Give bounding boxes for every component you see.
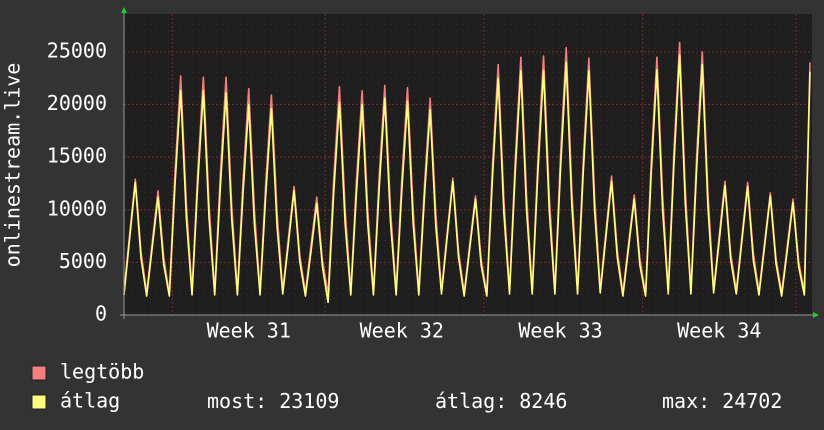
stat-label: max: (662, 389, 710, 413)
legend-swatch (31, 365, 47, 381)
y-tick-label: 0 (95, 302, 107, 326)
stat-value: 23109 (279, 389, 339, 413)
y-axis-title: onlinestream.live (1, 63, 25, 268)
stat-value: 24702 (722, 389, 782, 413)
legend-label: legtöbb (60, 360, 144, 384)
y-tick-label: 20000 (47, 91, 107, 115)
y-tick-label: 25000 (47, 38, 107, 62)
stat-label: átlag: (435, 389, 507, 413)
stat-value: 8246 (519, 389, 567, 413)
series-line (123, 54, 811, 304)
x-tick-label: Week 33 (518, 319, 602, 343)
y-tick-label: 15000 (47, 144, 107, 168)
x-tick-label: Week 31 (207, 319, 291, 343)
x-axis-arrow (813, 312, 819, 318)
stat: most: 23109 (207, 389, 339, 413)
stat: max: 24702 (662, 389, 782, 413)
x-tick-label: Week 32 (360, 319, 444, 343)
y-tick-label: 10000 (47, 196, 107, 220)
stat-label: most: (207, 389, 267, 413)
y-tick-label: 5000 (59, 249, 107, 273)
legend-swatch (31, 394, 47, 410)
y-axis-arrow (121, 7, 127, 13)
stat: átlag: 8246 (435, 389, 567, 413)
x-tick-label: Week 34 (677, 319, 761, 343)
legend-label: átlag (60, 389, 120, 413)
